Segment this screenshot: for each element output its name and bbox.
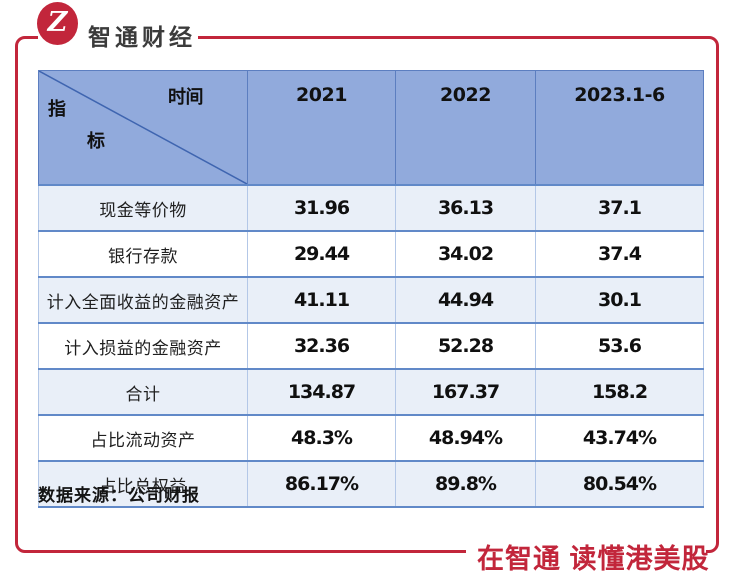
column-header-2023: 2023.1-6 <box>535 70 704 186</box>
row-value: 37.1 <box>535 184 704 231</box>
row-value: 44.94 <box>395 276 536 323</box>
row-value: 52.28 <box>395 322 536 369</box>
diagonal-divider-line <box>39 71 247 184</box>
row-label: 计入全面收益的金融资产 <box>38 276 248 323</box>
corner-indicator-label-top: 指 <box>48 99 66 120</box>
frame-bottom-gap <box>466 546 706 559</box>
row-value: 53.6 <box>535 322 704 369</box>
row-value: 43.74% <box>535 414 704 461</box>
zhitong-logo-icon: Z <box>37 2 78 45</box>
row-label: 银行存款 <box>38 230 248 277</box>
row-value: 48.3% <box>247 414 396 461</box>
table-row: 银行存款 29.44 34.02 37.4 <box>38 230 704 277</box>
table-body: 现金等价物 31.96 36.13 37.1 银行存款 29.44 34.02 37.4 计入全… <box>38 184 704 508</box>
row-value: 31.96 <box>247 184 396 231</box>
row-value: 32.36 <box>247 322 396 369</box>
corner-time-label: 时间 <box>168 87 204 108</box>
corner-indicator-label-bottom: 标 <box>87 131 105 152</box>
row-value: 158.2 <box>535 368 704 415</box>
table-row: 占比总权益 86.17% 89.8% 80.54% <box>38 460 704 508</box>
table-row: 现金等价物 31.96 36.13 37.1 <box>38 184 704 231</box>
row-label: 合计 <box>38 368 248 415</box>
corner-header-cell: 时间 指 标 <box>38 70 248 186</box>
row-label: 占比总权益 <box>38 460 248 508</box>
row-value: 86.17% <box>247 460 396 508</box>
row-label: 现金等价物 <box>38 184 248 231</box>
column-header-2022: 2022 <box>395 70 536 186</box>
logo-glyph: Z <box>47 7 68 38</box>
column-header-2021: 2021 <box>247 70 396 186</box>
financial-table-wrapper: 时间 指 标 2021 2022 2023.1-6 现金等价物 31.96 36.1… <box>38 70 704 508</box>
row-value: 36.13 <box>395 184 536 231</box>
row-value: 89.8% <box>395 460 536 508</box>
row-value: 37.4 <box>535 230 704 277</box>
table-row: 合计 134.87 167.37 158.2 <box>38 368 704 415</box>
row-label: 计入损益的金融资产 <box>38 322 248 369</box>
brand-title: 智通财经 <box>88 24 196 50</box>
header-row: 时间 指 标 2021 2022 2023.1-6 <box>38 70 704 186</box>
data-source-note: 数据来源：公司财报 <box>38 486 200 505</box>
row-value: 41.11 <box>247 276 396 323</box>
brand-frame-border <box>15 36 719 553</box>
frame-top-gap <box>38 31 198 44</box>
row-value: 48.94% <box>395 414 536 461</box>
row-value: 34.02 <box>395 230 536 277</box>
row-value: 30.1 <box>535 276 704 323</box>
row-value: 134.87 <box>247 368 396 415</box>
table-row: 计入损益的金融资产 32.36 52.28 53.6 <box>38 322 704 369</box>
table-row: 占比流动资产 48.3% 48.94% 43.74% <box>38 414 704 461</box>
table-row: 计入全面收益的金融资产 41.11 44.94 30.1 <box>38 276 704 323</box>
row-value: 167.37 <box>395 368 536 415</box>
brand-tagline: 在智通 读懂港美股 <box>477 544 710 574</box>
row-value: 29.44 <box>247 230 396 277</box>
row-label: 占比流动资产 <box>38 414 248 461</box>
row-value: 80.54% <box>535 460 704 508</box>
financial-table: 时间 指 标 2021 2022 2023.1-6 现金等价物 31.96 36.1… <box>38 70 704 508</box>
